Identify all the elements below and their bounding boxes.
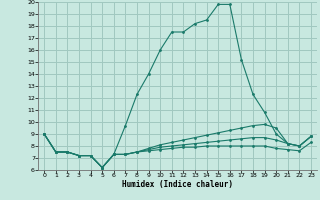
X-axis label: Humidex (Indice chaleur): Humidex (Indice chaleur) <box>122 180 233 189</box>
